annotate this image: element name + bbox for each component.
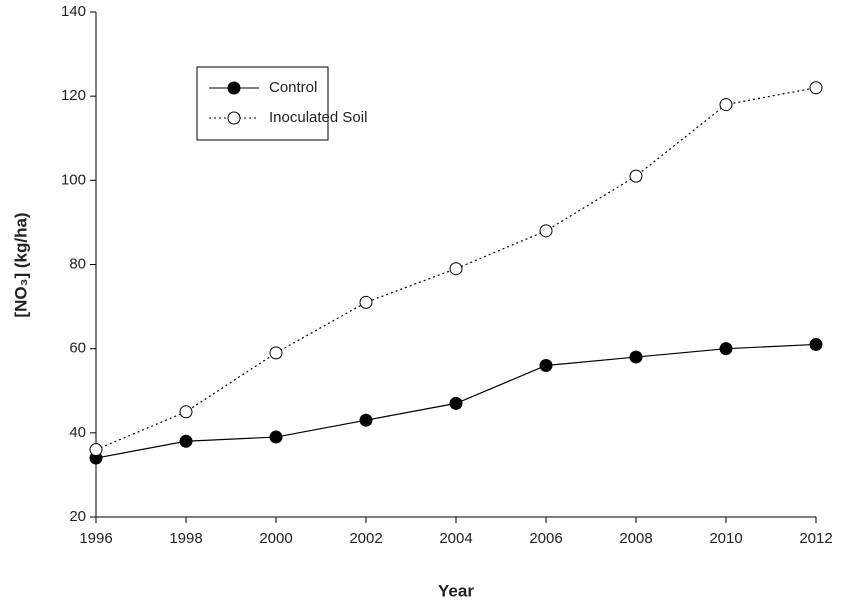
y-tick-label: 60 xyxy=(69,340,86,357)
data-point xyxy=(269,430,283,444)
data-point xyxy=(809,81,823,95)
y-tick-label: 20 xyxy=(69,508,86,525)
data-point xyxy=(809,337,823,351)
y-tick-label: 100 xyxy=(61,171,86,188)
data-point xyxy=(269,346,283,360)
x-tick-label: 1996 xyxy=(79,530,112,547)
x-axis-title: Year xyxy=(438,581,474,600)
legend-box xyxy=(196,66,329,141)
legend-marker xyxy=(227,111,241,125)
y-tick-label: 120 xyxy=(61,87,86,104)
data-point xyxy=(359,413,373,427)
data-point xyxy=(719,342,733,356)
data-point xyxy=(539,224,553,238)
data-point xyxy=(179,405,193,419)
y-tick-label: 80 xyxy=(69,255,86,272)
y-tick-label: 140 xyxy=(61,3,86,20)
legend-marker xyxy=(227,81,241,95)
data-point xyxy=(359,295,373,309)
x-tick-label: 1998 xyxy=(169,530,202,547)
x-tick-label: 2006 xyxy=(529,530,562,547)
x-tick-label: 2008 xyxy=(619,530,652,547)
legend-label: Control xyxy=(269,79,317,96)
data-point xyxy=(719,98,733,112)
data-point xyxy=(629,169,643,183)
x-tick-label: 2004 xyxy=(439,530,472,547)
y-tick-label: 40 xyxy=(69,424,86,441)
data-point xyxy=(89,443,103,457)
y-axis-title: [NO₃] (kg/ha) xyxy=(11,212,30,317)
x-tick-label: 2010 xyxy=(709,530,742,547)
data-point xyxy=(539,359,553,372)
x-tick-label: 2012 xyxy=(799,530,832,547)
data-point xyxy=(449,262,463,276)
data-point xyxy=(179,434,193,448)
x-tick-label: 2000 xyxy=(259,530,292,547)
data-point xyxy=(449,396,463,410)
legend-label: Inoculated Soil xyxy=(269,109,367,126)
data-point xyxy=(629,350,643,364)
x-tick-label: 2002 xyxy=(349,530,382,547)
